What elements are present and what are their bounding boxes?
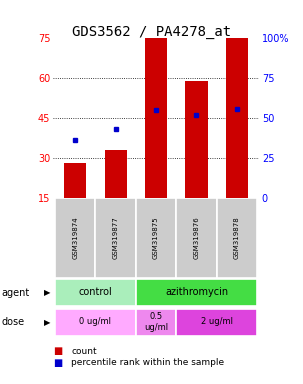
Text: percentile rank within the sample: percentile rank within the sample — [71, 358, 224, 367]
Text: azithromycin: azithromycin — [165, 287, 228, 297]
Text: ▶: ▶ — [44, 288, 50, 297]
Bar — [136, 198, 176, 278]
Bar — [55, 309, 136, 336]
Bar — [226, 38, 248, 198]
Bar — [105, 150, 127, 198]
Bar — [136, 279, 257, 306]
Text: GSM319878: GSM319878 — [234, 216, 240, 259]
Bar — [55, 279, 136, 306]
Text: 2 ug/ml: 2 ug/ml — [201, 317, 233, 326]
Text: dose: dose — [2, 318, 25, 328]
Text: control: control — [78, 287, 112, 297]
Text: GSM319876: GSM319876 — [193, 216, 199, 259]
Text: GSM319875: GSM319875 — [153, 217, 159, 259]
Bar — [185, 81, 208, 198]
Bar — [95, 198, 136, 278]
Bar — [64, 163, 86, 198]
Text: agent: agent — [2, 288, 30, 298]
Text: ▶: ▶ — [44, 318, 50, 327]
Text: GDS3562 / PA4278_at: GDS3562 / PA4278_at — [72, 25, 231, 39]
Bar — [217, 198, 257, 278]
Text: 0 ug/ml: 0 ug/ml — [79, 317, 112, 326]
Text: 0.5
ug/ml: 0.5 ug/ml — [144, 312, 168, 331]
Text: GSM319877: GSM319877 — [113, 216, 119, 259]
Text: count: count — [71, 347, 97, 356]
Text: ■: ■ — [53, 346, 62, 356]
Text: ■: ■ — [53, 358, 62, 368]
Bar — [176, 198, 217, 278]
Bar — [145, 38, 167, 198]
Bar — [176, 309, 257, 336]
Bar — [136, 309, 176, 336]
Bar — [55, 198, 95, 278]
Text: GSM319874: GSM319874 — [72, 217, 78, 259]
